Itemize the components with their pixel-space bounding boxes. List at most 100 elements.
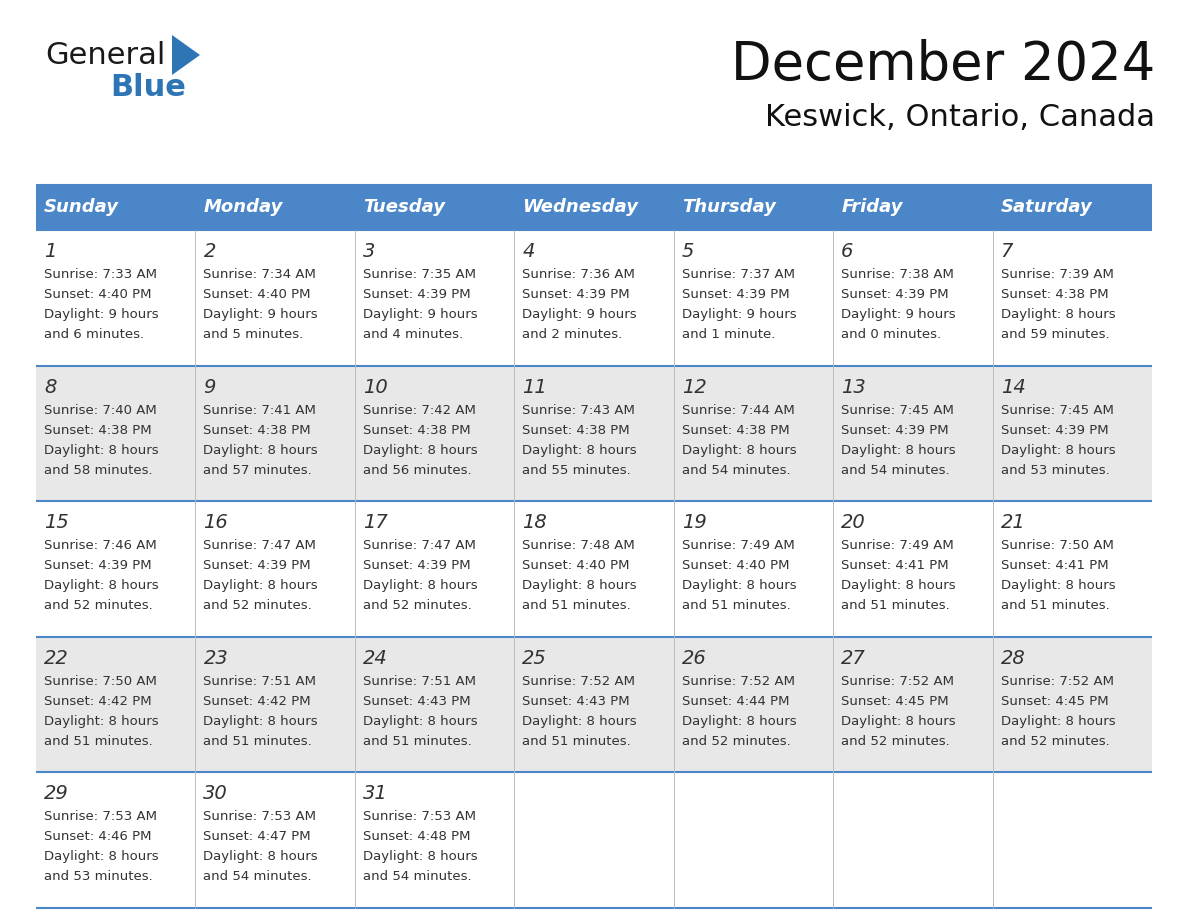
Text: Sunset: 4:38 PM: Sunset: 4:38 PM (1000, 288, 1108, 301)
Bar (36, 185, 196, 230)
Bar (992, 185, 1152, 230)
Text: Sunrise: 7:53 AM: Sunrise: 7:53 AM (362, 811, 476, 823)
Text: Daylight: 8 hours: Daylight: 8 hours (523, 715, 637, 728)
Text: 6: 6 (841, 242, 853, 261)
Bar (36, 501, 1152, 637)
Text: 23: 23 (203, 649, 228, 667)
Text: Sunset: 4:38 PM: Sunset: 4:38 PM (682, 423, 789, 437)
Text: and 51 minutes.: and 51 minutes. (523, 734, 631, 748)
Bar (674, 185, 833, 230)
Text: Sunrise: 7:33 AM: Sunrise: 7:33 AM (44, 268, 157, 281)
Text: Sunrise: 7:51 AM: Sunrise: 7:51 AM (203, 675, 316, 688)
Text: Sunset: 4:45 PM: Sunset: 4:45 PM (841, 695, 949, 708)
Text: 29: 29 (44, 784, 69, 803)
Text: Sunset: 4:43 PM: Sunset: 4:43 PM (362, 695, 470, 708)
Text: Sunset: 4:46 PM: Sunset: 4:46 PM (44, 831, 152, 844)
Text: Daylight: 8 hours: Daylight: 8 hours (841, 579, 956, 592)
Text: Daylight: 8 hours: Daylight: 8 hours (682, 443, 796, 456)
Text: Sunset: 4:39 PM: Sunset: 4:39 PM (44, 559, 152, 572)
Text: Sunrise: 7:52 AM: Sunrise: 7:52 AM (1000, 675, 1113, 688)
Text: and 52 minutes.: and 52 minutes. (44, 599, 153, 612)
Text: and 57 minutes.: and 57 minutes. (203, 464, 312, 476)
Text: Sunrise: 7:36 AM: Sunrise: 7:36 AM (523, 268, 636, 281)
Text: and 54 minutes.: and 54 minutes. (362, 870, 472, 883)
Text: and 54 minutes.: and 54 minutes. (841, 464, 949, 476)
Text: 27: 27 (841, 649, 866, 667)
Text: 1: 1 (44, 242, 56, 261)
Text: and 1 minute.: and 1 minute. (682, 328, 775, 341)
Bar (833, 185, 992, 230)
Text: Daylight: 9 hours: Daylight: 9 hours (44, 308, 159, 321)
Text: Sunrise: 7:53 AM: Sunrise: 7:53 AM (44, 811, 157, 823)
Text: Daylight: 8 hours: Daylight: 8 hours (1000, 308, 1116, 321)
Text: Keswick, Ontario, Canada: Keswick, Ontario, Canada (765, 104, 1155, 132)
Text: Daylight: 9 hours: Daylight: 9 hours (523, 308, 637, 321)
Text: Sunrise: 7:43 AM: Sunrise: 7:43 AM (523, 404, 636, 417)
Text: 14: 14 (1000, 377, 1025, 397)
Text: and 52 minutes.: and 52 minutes. (682, 734, 790, 748)
Text: Sunset: 4:39 PM: Sunset: 4:39 PM (362, 288, 470, 301)
Text: and 59 minutes.: and 59 minutes. (1000, 328, 1110, 341)
Text: Sunrise: 7:53 AM: Sunrise: 7:53 AM (203, 811, 316, 823)
Text: Sunrise: 7:52 AM: Sunrise: 7:52 AM (682, 675, 795, 688)
Text: Sunrise: 7:52 AM: Sunrise: 7:52 AM (841, 675, 954, 688)
Text: Daylight: 8 hours: Daylight: 8 hours (44, 715, 159, 728)
Text: Thursday: Thursday (682, 198, 776, 217)
Text: Sunset: 4:38 PM: Sunset: 4:38 PM (362, 423, 470, 437)
Text: Sunset: 4:41 PM: Sunset: 4:41 PM (841, 559, 949, 572)
Text: Sunday: Sunday (44, 198, 119, 217)
Text: Daylight: 8 hours: Daylight: 8 hours (682, 715, 796, 728)
Text: Daylight: 8 hours: Daylight: 8 hours (1000, 443, 1116, 456)
Text: Sunset: 4:47 PM: Sunset: 4:47 PM (203, 831, 311, 844)
Text: Daylight: 8 hours: Daylight: 8 hours (203, 715, 318, 728)
Text: Sunset: 4:39 PM: Sunset: 4:39 PM (523, 288, 630, 301)
Text: Daylight: 8 hours: Daylight: 8 hours (841, 443, 956, 456)
Text: and 51 minutes.: and 51 minutes. (203, 734, 312, 748)
Text: 28: 28 (1000, 649, 1025, 667)
Text: Sunrise: 7:41 AM: Sunrise: 7:41 AM (203, 404, 316, 417)
Text: Daylight: 9 hours: Daylight: 9 hours (362, 308, 478, 321)
Text: Daylight: 8 hours: Daylight: 8 hours (44, 443, 159, 456)
Text: 30: 30 (203, 784, 228, 803)
Text: 24: 24 (362, 649, 387, 667)
Text: and 51 minutes.: and 51 minutes. (841, 599, 950, 612)
Text: and 6 minutes.: and 6 minutes. (44, 328, 144, 341)
Text: Sunset: 4:40 PM: Sunset: 4:40 PM (523, 559, 630, 572)
Text: and 52 minutes.: and 52 minutes. (1000, 734, 1110, 748)
Text: and 53 minutes.: and 53 minutes. (1000, 464, 1110, 476)
Text: 31: 31 (362, 784, 387, 803)
Text: and 51 minutes.: and 51 minutes. (44, 734, 153, 748)
Text: 18: 18 (523, 513, 546, 532)
Text: 3: 3 (362, 242, 375, 261)
Text: Daylight: 8 hours: Daylight: 8 hours (362, 850, 478, 864)
Text: Sunset: 4:39 PM: Sunset: 4:39 PM (841, 288, 949, 301)
Text: Sunset: 4:43 PM: Sunset: 4:43 PM (523, 695, 630, 708)
Text: Tuesday: Tuesday (362, 198, 444, 217)
Bar (36, 772, 1152, 908)
Text: 20: 20 (841, 513, 866, 532)
Text: and 51 minutes.: and 51 minutes. (362, 734, 472, 748)
Text: 25: 25 (523, 649, 546, 667)
Text: Daylight: 8 hours: Daylight: 8 hours (841, 715, 956, 728)
Text: Sunrise: 7:37 AM: Sunrise: 7:37 AM (682, 268, 795, 281)
Text: General: General (45, 40, 165, 70)
Text: Sunset: 4:40 PM: Sunset: 4:40 PM (44, 288, 152, 301)
Text: Monday: Monday (203, 198, 283, 217)
Text: and 53 minutes.: and 53 minutes. (44, 870, 153, 883)
Text: Sunrise: 7:45 AM: Sunrise: 7:45 AM (1000, 404, 1113, 417)
Text: Sunset: 4:38 PM: Sunset: 4:38 PM (523, 423, 630, 437)
Text: and 51 minutes.: and 51 minutes. (523, 599, 631, 612)
Text: and 51 minutes.: and 51 minutes. (1000, 599, 1110, 612)
Text: Sunrise: 7:42 AM: Sunrise: 7:42 AM (362, 404, 475, 417)
Text: Daylight: 8 hours: Daylight: 8 hours (203, 443, 318, 456)
Text: Sunset: 4:42 PM: Sunset: 4:42 PM (44, 695, 152, 708)
Text: Sunset: 4:42 PM: Sunset: 4:42 PM (203, 695, 311, 708)
Bar (36, 230, 1152, 365)
Text: Saturday: Saturday (1000, 198, 1092, 217)
Text: 12: 12 (682, 377, 707, 397)
Text: Sunset: 4:45 PM: Sunset: 4:45 PM (1000, 695, 1108, 708)
Text: and 52 minutes.: and 52 minutes. (841, 734, 950, 748)
Text: and 0 minutes.: and 0 minutes. (841, 328, 941, 341)
Text: Sunset: 4:44 PM: Sunset: 4:44 PM (682, 695, 789, 708)
Text: 8: 8 (44, 377, 56, 397)
